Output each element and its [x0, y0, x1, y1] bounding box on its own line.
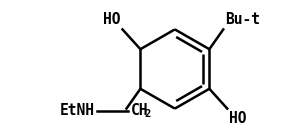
Text: Bu-t: Bu-t [225, 12, 260, 27]
Text: HO: HO [229, 111, 247, 126]
Text: HO: HO [103, 12, 120, 27]
Text: 2: 2 [144, 109, 151, 119]
Text: CH: CH [130, 103, 148, 118]
Text: EtNH: EtNH [60, 103, 95, 118]
